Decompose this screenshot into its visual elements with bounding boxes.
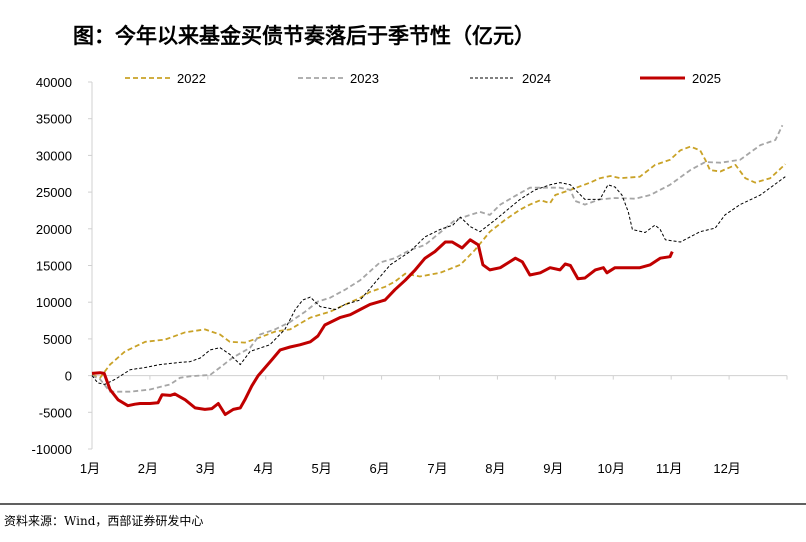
y-tick-label: 20000 (36, 222, 72, 237)
x-tick-label: 2月 (138, 461, 158, 476)
x-tick-label: 10月 (598, 461, 625, 476)
x-tick-label: 9月 (543, 461, 563, 476)
series-lines (91, 124, 786, 416)
x-tick-label: 1月 (80, 461, 100, 476)
series-line-2024 (91, 176, 786, 385)
y-tick-label: 5000 (43, 332, 72, 347)
x-tick-label: 12月 (713, 461, 740, 476)
legend-label-2025: 2025 (692, 71, 721, 86)
y-tick-label: 35000 (36, 112, 72, 127)
legend-label-2022: 2022 (177, 71, 206, 86)
series-line-2023 (91, 124, 784, 393)
x-tick-label: 4月 (254, 461, 274, 476)
x-tick-label: 6月 (369, 461, 389, 476)
chart-title: 图：今年以来基金买债节奏落后于季节性（亿元） (73, 23, 535, 48)
legend: 2022 2023 2024 2025 (125, 71, 721, 86)
legend-label-2023: 2023 (350, 71, 379, 86)
y-tick-label: 25000 (36, 185, 72, 200)
y-tick-label: -10000 (32, 442, 72, 457)
x-tick-label: 11月 (656, 461, 683, 476)
x-tick-label: 3月 (196, 461, 216, 476)
y-tick-label: 10000 (36, 295, 72, 310)
x-tick-label: 5月 (312, 461, 332, 476)
y-tick-label: 30000 (36, 148, 72, 163)
y-tick-label: 15000 (36, 259, 72, 274)
y-tick-label: 40000 (36, 75, 72, 90)
legend-label-2024: 2024 (522, 71, 551, 86)
x-tick-label: 7月 (427, 461, 447, 476)
series-line-2022 (91, 145, 786, 379)
y-tick-label: -5000 (39, 405, 72, 420)
series-line-2025 (91, 238, 674, 416)
source-note: 资料来源：Wind，西部证券研发中心 (4, 513, 203, 528)
x-tick-label: 8月 (485, 461, 505, 476)
axes: 40000 35000 30000 25000 20000 15000 10000 5000 0… (32, 75, 788, 476)
y-tick-label: 0 (65, 369, 72, 384)
